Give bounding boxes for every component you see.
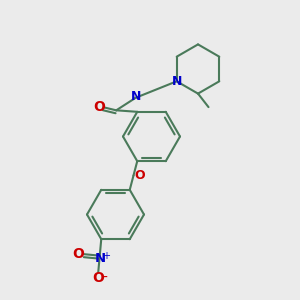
Text: O: O [72,247,84,261]
Text: O: O [93,100,105,114]
Text: +: + [102,251,110,261]
Text: O: O [92,271,104,285]
Text: N: N [172,75,182,88]
Text: N: N [130,90,141,103]
Text: -: - [102,271,107,285]
Text: O: O [135,169,146,182]
Text: N: N [95,252,106,265]
